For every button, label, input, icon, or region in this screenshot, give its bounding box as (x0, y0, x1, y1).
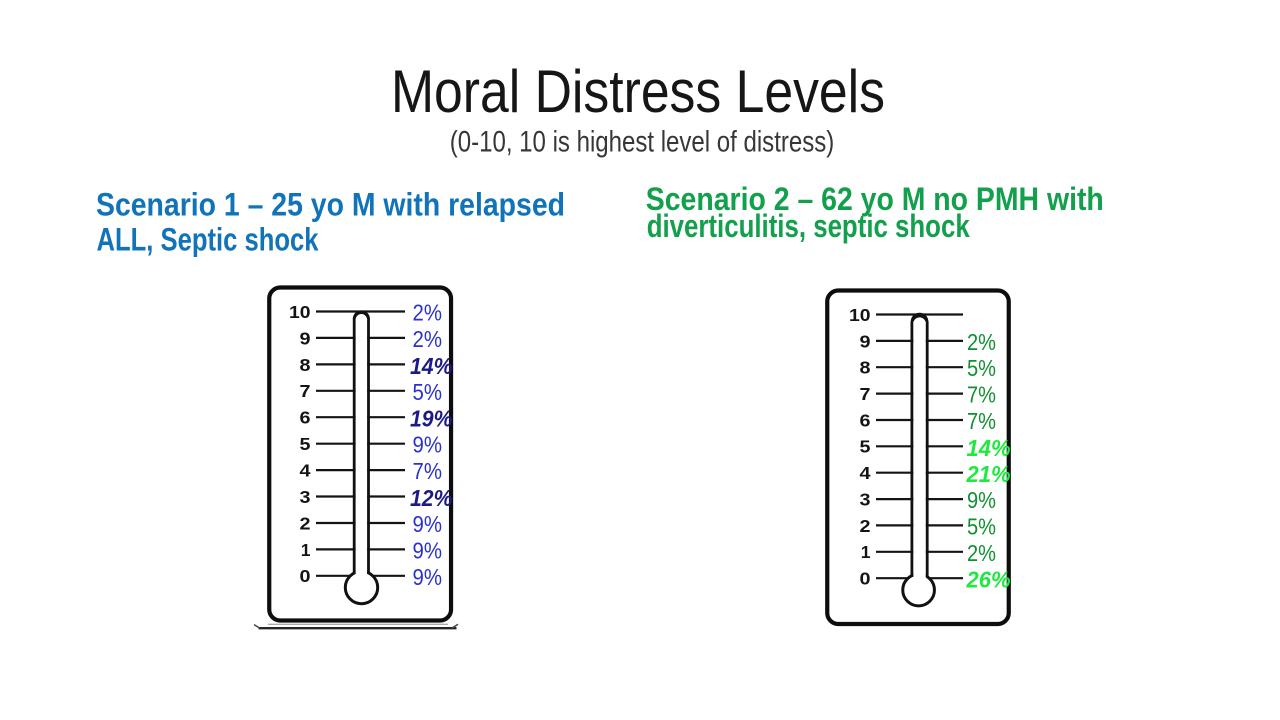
svg-text:0: 0 (300, 566, 311, 586)
svg-text:8: 8 (860, 358, 871, 378)
svg-text:10: 10 (849, 305, 871, 325)
svg-text:9%: 9% (413, 537, 443, 563)
svg-text:5: 5 (860, 437, 871, 457)
svg-text:2%: 2% (967, 329, 996, 355)
svg-text:Moral Distress Levels: Moral Distress Levels (391, 57, 885, 125)
svg-text:1: 1 (301, 540, 311, 560)
svg-text:5: 5 (300, 434, 311, 454)
svg-text:21%: 21% (966, 461, 1011, 487)
svg-text:5%: 5% (967, 513, 996, 539)
svg-text:5%: 5% (967, 355, 996, 381)
svg-text:6: 6 (860, 410, 871, 430)
svg-text:6: 6 (300, 408, 311, 428)
svg-text:(0-10, 10 is highest level of: (0-10, 10 is highest level of distress) (450, 125, 835, 158)
svg-text:2%: 2% (413, 300, 443, 326)
svg-text:2%: 2% (967, 540, 996, 566)
svg-text:8: 8 (300, 355, 311, 375)
svg-text:Scenario 1 – 25 yo M with rela: Scenario 1 – 25 yo M with relapsed (96, 187, 565, 223)
svg-text:4: 4 (300, 461, 311, 481)
svg-text:26%: 26% (966, 567, 1011, 593)
svg-text:9: 9 (300, 328, 311, 348)
svg-text:2: 2 (860, 516, 871, 536)
svg-text:9%: 9% (967, 487, 996, 513)
svg-text:2%: 2% (413, 326, 443, 352)
svg-text:10: 10 (289, 302, 311, 322)
svg-text:12%: 12% (410, 485, 453, 511)
svg-text:3: 3 (300, 487, 311, 507)
svg-text:9%: 9% (413, 564, 443, 590)
svg-text:7: 7 (860, 384, 871, 404)
svg-text:5%: 5% (413, 379, 443, 405)
svg-text:7: 7 (300, 381, 311, 401)
svg-text:2: 2 (300, 513, 311, 533)
svg-text:9: 9 (860, 331, 871, 351)
svg-text:diverticulitis, septic shock: diverticulitis, septic shock (647, 208, 970, 244)
svg-text:0: 0 (860, 569, 871, 589)
svg-text:ALL, Septic shock: ALL, Septic shock (97, 222, 319, 258)
svg-text:9%: 9% (413, 432, 443, 458)
svg-text:1: 1 (861, 542, 871, 562)
svg-text:4: 4 (860, 463, 871, 483)
svg-text:7%: 7% (967, 382, 996, 408)
svg-text:14%: 14% (410, 353, 453, 379)
svg-text:9%: 9% (413, 511, 443, 537)
svg-text:7%: 7% (967, 408, 996, 434)
svg-text:19%: 19% (410, 406, 453, 432)
svg-text:Scenario 2 – 62 yo M no PMH wi: Scenario 2 – 62 yo M no PMH with (646, 181, 1104, 217)
svg-text:7%: 7% (413, 458, 443, 484)
svg-text:14%: 14% (967, 435, 1011, 461)
svg-text:3: 3 (860, 490, 871, 510)
